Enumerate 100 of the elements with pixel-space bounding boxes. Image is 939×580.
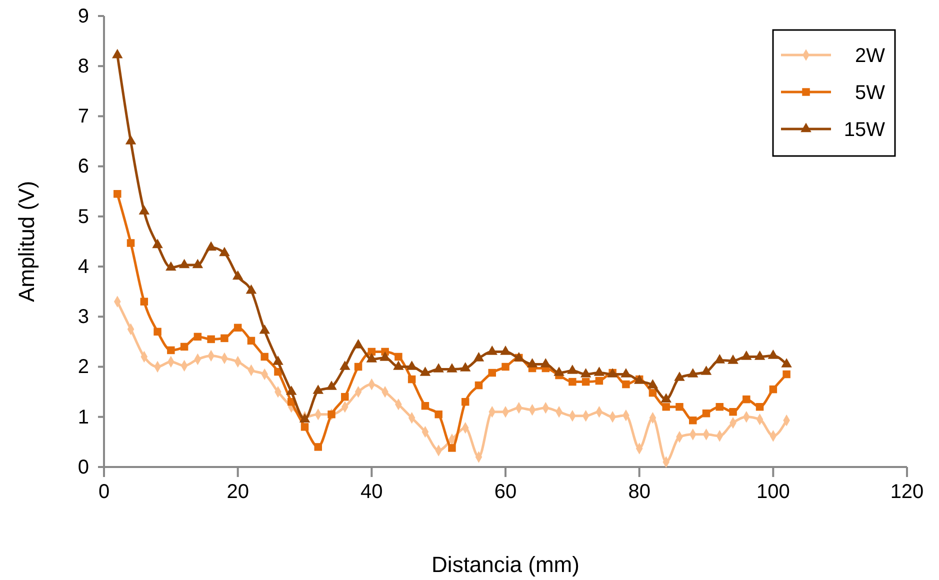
point (326, 380, 337, 390)
point (126, 239, 135, 247)
point (622, 380, 630, 388)
point (154, 328, 162, 336)
point (207, 335, 215, 344)
point (180, 342, 188, 351)
y-tick-label: 1 (78, 406, 89, 428)
point (421, 402, 430, 410)
point (674, 372, 685, 381)
point (286, 386, 297, 395)
point (676, 402, 684, 411)
point (434, 410, 442, 418)
point (352, 339, 364, 348)
point (246, 284, 257, 294)
point (567, 364, 578, 374)
point (393, 360, 404, 370)
point (714, 354, 726, 364)
point (408, 375, 416, 384)
x-tick-label: 80 (628, 481, 650, 503)
point (219, 246, 230, 256)
point (473, 352, 484, 362)
point (178, 258, 190, 268)
y-tick-label: 8 (78, 56, 89, 78)
point (769, 385, 778, 394)
y-tick-label: 4 (78, 256, 89, 278)
point (354, 362, 362, 371)
point (192, 258, 204, 268)
y-tick-label: 9 (78, 5, 89, 28)
legend-label: 15W (844, 119, 886, 141)
x-tick-label: 100 (756, 481, 790, 503)
point (702, 410, 710, 418)
point (595, 376, 604, 385)
y-tick-label: 7 (78, 106, 89, 128)
y-tick-label: 5 (78, 206, 89, 228)
x-tick-label: 20 (226, 481, 249, 503)
point (125, 135, 136, 144)
point (448, 444, 456, 452)
point (486, 346, 498, 355)
point (620, 368, 632, 378)
point (782, 370, 790, 378)
point (140, 298, 148, 306)
point (394, 352, 402, 361)
point (166, 261, 176, 271)
point (662, 402, 670, 411)
point (526, 358, 538, 368)
point (300, 423, 309, 431)
y-tick-label: 6 (78, 156, 89, 178)
point (152, 238, 163, 248)
point (446, 363, 458, 372)
y-tick-label: 0 (78, 456, 89, 478)
point (502, 362, 510, 371)
point (460, 362, 471, 372)
point (660, 393, 672, 402)
point (340, 360, 350, 370)
point (754, 350, 766, 360)
point (380, 352, 390, 361)
point (138, 205, 150, 215)
point (232, 270, 244, 280)
point (568, 378, 576, 386)
point (648, 388, 657, 397)
point (554, 366, 564, 376)
x-tick-label: 120 (890, 481, 924, 503)
point (433, 363, 444, 372)
x-axis-title: Distancia (mm) (432, 552, 580, 577)
x-tick-label: 40 (360, 481, 383, 503)
point (206, 241, 216, 251)
legend-label: 5W (855, 82, 886, 104)
point (756, 402, 764, 411)
point (647, 379, 658, 388)
point (688, 416, 697, 424)
point (488, 368, 496, 377)
point (741, 350, 752, 360)
point (259, 324, 270, 334)
point (406, 360, 418, 370)
point (312, 384, 324, 394)
point (234, 324, 242, 332)
point (594, 366, 605, 376)
y-axis-title: Amplitud (V) (14, 180, 39, 302)
point (167, 346, 175, 354)
point (700, 366, 712, 375)
point (220, 334, 228, 342)
point (247, 336, 256, 345)
point (580, 368, 592, 378)
point (461, 398, 470, 406)
point (314, 443, 322, 451)
point (742, 395, 750, 404)
point (716, 402, 724, 411)
point (112, 48, 123, 58)
x-tick-label: 0 (98, 481, 110, 503)
point (582, 378, 590, 386)
point (500, 346, 511, 355)
point (728, 354, 738, 364)
point (687, 368, 698, 378)
point (272, 356, 284, 365)
point (366, 353, 378, 362)
point (260, 352, 268, 361)
point (341, 392, 349, 401)
point (420, 366, 431, 376)
y-tick-label: 3 (78, 306, 89, 328)
point (781, 358, 792, 368)
